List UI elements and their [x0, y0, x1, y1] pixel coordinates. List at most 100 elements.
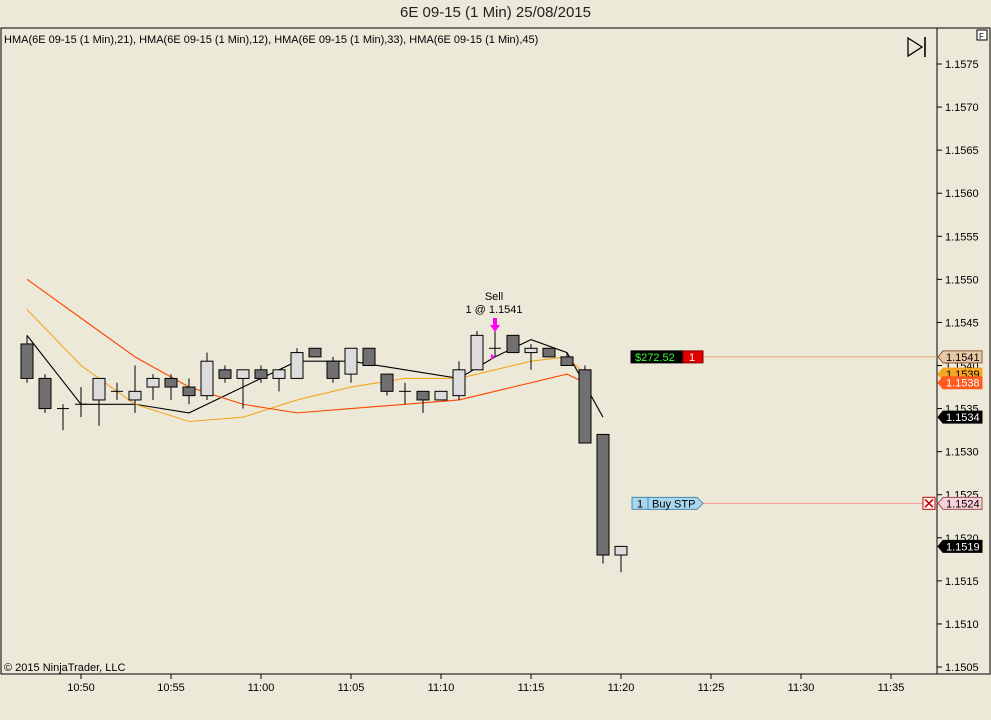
y-tick-label: 1.1570 [945, 102, 979, 114]
candle[interactable] [146, 374, 160, 400]
price-marker-shape [937, 539, 983, 553]
candle[interactable] [326, 356, 340, 383]
copyright-text: © 2015 NinjaTrader, LLC [4, 662, 125, 674]
candle-body [470, 334, 484, 371]
candle[interactable] [362, 347, 376, 366]
price-marker-label: 1.1534 [946, 412, 980, 424]
candle[interactable] [489, 331, 501, 357]
y-tick-label: 1.1560 [945, 188, 979, 200]
candle[interactable] [218, 365, 232, 383]
candle[interactable] [452, 361, 466, 400]
candle-body [326, 360, 340, 379]
candle[interactable] [290, 348, 304, 379]
candle[interactable] [542, 347, 556, 358]
cancel-order-icon[interactable] [922, 496, 936, 510]
candle[interactable] [236, 369, 250, 409]
candle-body [452, 369, 466, 397]
x-tick-label: 11:10 [428, 682, 455, 694]
play-to-end-icon[interactable] [907, 36, 926, 58]
order-label: Buy STP [652, 498, 695, 510]
y-tick-label: 1.1545 [945, 317, 979, 329]
candle[interactable] [272, 369, 286, 392]
candle-body [272, 369, 286, 379]
y-tick-label: 1.1530 [945, 447, 979, 459]
sell-arrow-icon [490, 318, 500, 332]
candle[interactable] [200, 352, 214, 400]
candle[interactable] [92, 377, 106, 426]
candle-body [434, 390, 448, 401]
candle[interactable] [182, 378, 196, 405]
chart-title: 6E 09-15 (1 Min) 25/08/2015 [400, 4, 591, 21]
buy-stop-order[interactable]: 1 Buy STP 1.1524 [631, 496, 983, 510]
candle[interactable] [560, 352, 574, 366]
pnl-value: $272.52 [635, 352, 675, 364]
order-lines [703, 356, 937, 504]
candle-body [182, 386, 196, 397]
x-tick-label: 10:50 [67, 682, 95, 694]
candle[interactable] [128, 365, 142, 413]
candle-body [290, 352, 304, 379]
candle-body [128, 390, 142, 401]
x-tick-label: 11:30 [788, 682, 815, 694]
candle[interactable] [416, 390, 430, 413]
candle[interactable] [57, 404, 69, 431]
plot-area[interactable] [0, 27, 938, 675]
candle[interactable] [596, 433, 610, 564]
order-price-marker-label: 1.1524 [946, 498, 980, 510]
position-tag[interactable]: $272.52 1 [630, 350, 704, 364]
candle[interactable] [380, 373, 394, 396]
candle[interactable] [111, 382, 123, 400]
candle-body [200, 360, 214, 397]
candle-body [560, 356, 574, 366]
corner-tag[interactable]: F [976, 29, 988, 41]
x-tick-label: 11:05 [338, 682, 365, 694]
x-tick-label: 11:20 [608, 682, 635, 694]
y-tick-label: 1.1555 [945, 231, 979, 243]
candle[interactable] [506, 334, 520, 354]
candle[interactable] [470, 331, 484, 371]
x-tick-label: 11:00 [248, 682, 275, 694]
candle[interactable] [164, 374, 178, 400]
candle[interactable] [308, 347, 322, 358]
price-marker-shape [937, 376, 983, 390]
candle[interactable] [614, 545, 628, 573]
candle-body [578, 369, 592, 444]
candle[interactable] [75, 387, 87, 418]
candle-body [164, 377, 178, 388]
candles [20, 331, 628, 573]
order-tags[interactable]: 1 Buy STP 1.1524 $272.52 1 [630, 350, 983, 510]
candle[interactable] [38, 374, 52, 413]
sell-price-label: 1 @ 1.1541 [465, 304, 522, 316]
hma-line [26, 278, 586, 414]
price-marker: 1.1519 [937, 539, 983, 553]
candle[interactable] [344, 347, 358, 383]
candle-body [20, 343, 34, 379]
candle[interactable] [524, 343, 538, 370]
y-tick-label: 1.1550 [945, 274, 979, 286]
position-qty-box [682, 350, 704, 364]
x-tick-label: 11:15 [518, 682, 545, 694]
sell-label: Sell [485, 291, 503, 303]
x-tick-label: 11:35 [878, 682, 905, 694]
candle[interactable] [399, 382, 411, 405]
price-axis[interactable] [936, 27, 991, 675]
position-price-marker-shape [937, 350, 983, 364]
candle-body [308, 347, 322, 358]
x-tick-label: 10:55 [157, 682, 185, 694]
candle-body [362, 347, 376, 366]
order-label-box [647, 496, 704, 510]
candle[interactable] [20, 335, 34, 383]
candle[interactable] [254, 365, 268, 383]
candle-body [506, 334, 520, 354]
candle-body [380, 373, 394, 392]
order-price-marker-shape [937, 496, 983, 510]
order-qty: 1 [637, 498, 643, 510]
candle[interactable] [578, 365, 592, 444]
execution-marker-icon [491, 353, 495, 360]
position-price-marker: 1.1541 [937, 350, 983, 364]
candle[interactable] [434, 390, 448, 401]
price-marker: 1.1534 [937, 410, 983, 424]
